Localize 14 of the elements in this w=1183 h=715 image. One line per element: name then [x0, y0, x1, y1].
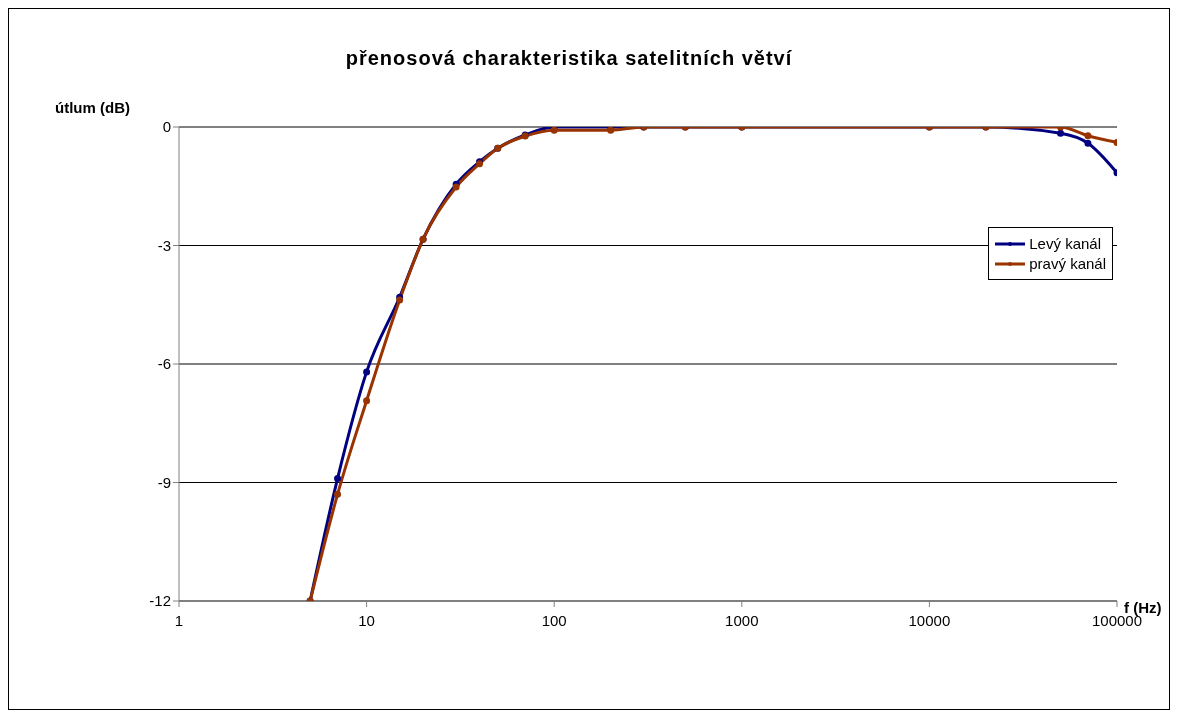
y-tick-label: -12 [149, 592, 171, 610]
chart-title: přenosová charakteristika satelitních větví [344, 47, 794, 70]
x-tick-label: 10000 [908, 611, 951, 629]
y-tick-label: -9 [157, 473, 171, 491]
y-tick-label: -6 [157, 355, 171, 373]
y-tick-label: -3 [157, 236, 171, 254]
legend-label: Levý kanál [1029, 235, 1101, 252]
x-tick-label: 1 [174, 611, 184, 629]
x-tick-label: 1000 [725, 611, 759, 629]
y-axis-title: útlum (dB) [55, 99, 130, 116]
x-tick-label: 100 [541, 611, 567, 629]
legend-label: pravý kanál [1029, 255, 1106, 272]
y-tick-label: 0 [162, 118, 171, 136]
x-tick-label: 10 [358, 611, 375, 629]
